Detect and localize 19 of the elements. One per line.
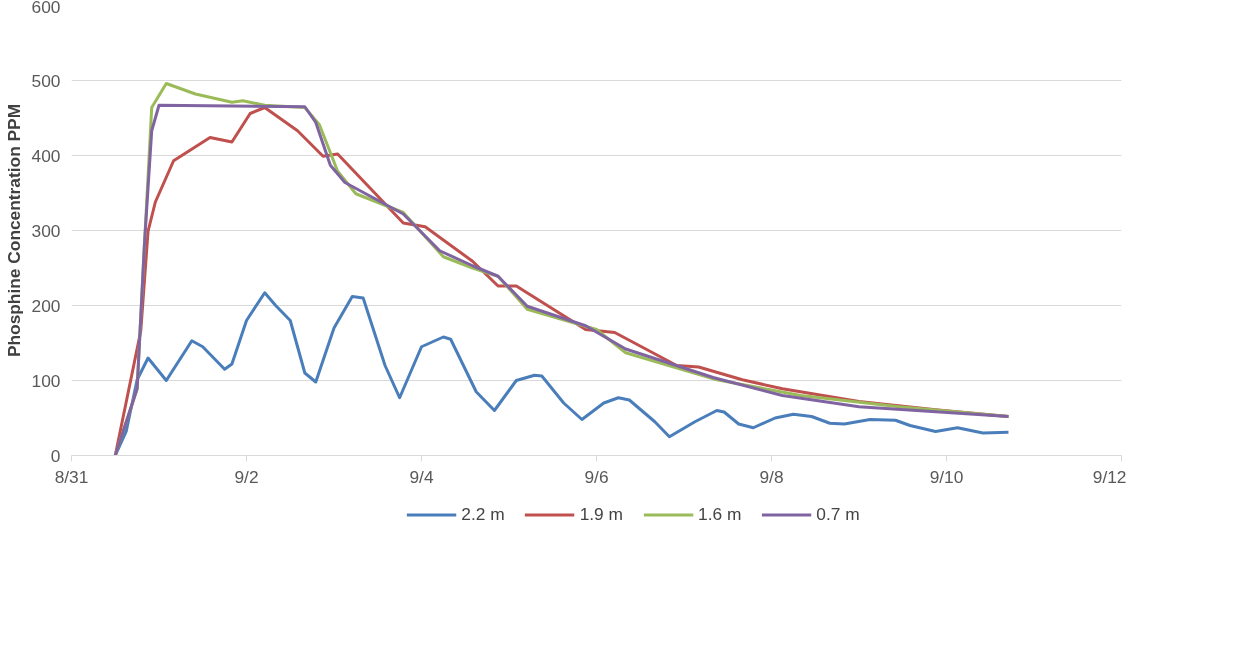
y-axis-title: Phosphine Concentration PPM <box>3 103 24 358</box>
x-tick-label: 9/2 <box>234 466 259 487</box>
y-tick-label: 100 <box>31 370 61 391</box>
legend-label: 1.9 m <box>579 503 623 525</box>
y-tick-label: 200 <box>31 295 61 316</box>
y-tick-label: 300 <box>31 220 61 241</box>
x-tick-label: 9/12 <box>1092 466 1127 487</box>
x-tick-label: 9/8 <box>759 466 784 487</box>
y-tick-label: 500 <box>31 70 61 91</box>
legend-label: 1.6 m <box>698 503 742 525</box>
x-tick-label: 9/4 <box>409 466 434 487</box>
x-tick-label: 8/31 <box>54 466 89 487</box>
legend-label: 0.7 m <box>816 503 860 525</box>
legend-label: 2.2 m <box>461 503 505 525</box>
y-tick-label: 600 <box>31 0 61 17</box>
x-tick-label: 9/6 <box>584 466 609 487</box>
x-tick-label: 9/10 <box>929 466 964 487</box>
y-tick-label: 0 <box>50 445 61 466</box>
y-tick-label: 400 <box>31 145 61 166</box>
